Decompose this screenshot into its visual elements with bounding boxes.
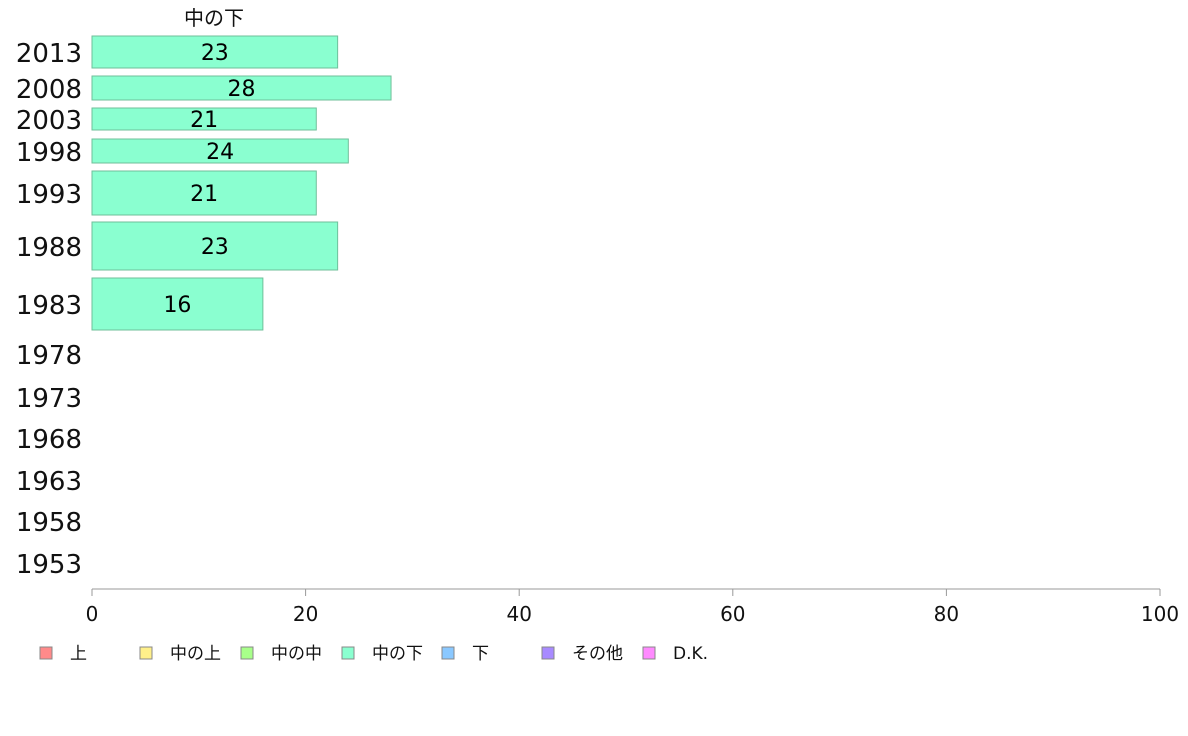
data-label-2008: 28	[228, 77, 256, 102]
legend-label-5: その他	[572, 644, 623, 664]
x-tick-label-40: 40	[506, 602, 531, 626]
x-tick-label-80: 80	[934, 602, 959, 626]
series-title: 中の下	[184, 6, 244, 30]
x-tick-label-20: 20	[293, 602, 318, 626]
legend-label-3: 中の下	[372, 644, 423, 664]
x-tick-label-60: 60	[720, 602, 745, 626]
data-label-1988: 23	[201, 235, 229, 260]
bar-1983	[91, 277, 264, 331]
y-tick-label-1988: 1988	[16, 233, 82, 263]
bar-2003	[91, 107, 317, 131]
x-tick-label-100: 100	[1141, 602, 1179, 626]
y-tick-label-1963: 1963	[16, 467, 82, 497]
y-tick-label-1983: 1983	[16, 291, 82, 321]
legend-label-4: 下	[472, 644, 489, 664]
legend-swatch-5	[541, 646, 555, 660]
legend-swatch-6	[642, 646, 656, 660]
y-tick-label-2003: 2003	[16, 106, 82, 136]
bar-1988	[91, 221, 339, 271]
y-tick-label-2013: 2013	[16, 39, 82, 69]
legend-swatch-1	[139, 646, 153, 660]
legend-swatch-4	[441, 646, 455, 660]
y-tick-label-1973: 1973	[16, 384, 82, 414]
y-tick-label-1998: 1998	[16, 138, 82, 168]
legend-label-6: D.K.	[673, 644, 708, 664]
legend-swatch-2	[240, 646, 254, 660]
y-tick-label-1958: 1958	[16, 508, 82, 538]
data-label-2013: 23	[201, 41, 229, 66]
legend-swatch-3	[341, 646, 355, 660]
data-label-1993: 21	[190, 182, 218, 207]
bar-2008	[91, 75, 392, 101]
y-tick-label-1968: 1968	[16, 425, 82, 455]
bar-2013	[91, 35, 339, 69]
legend-swatch-0	[39, 646, 53, 660]
y-tick-label-1993: 1993	[16, 180, 82, 210]
y-tick-label-1978: 1978	[16, 341, 82, 371]
bar-1993	[91, 170, 317, 216]
data-label-1998: 24	[206, 140, 234, 165]
legend-label-2: 中の中	[271, 644, 322, 664]
data-label-1983: 16	[163, 293, 191, 318]
x-tick-label-0: 0	[86, 602, 99, 626]
data-label-2003: 21	[190, 108, 218, 133]
legend-label-1: 中の上	[170, 644, 221, 664]
legend-label-0: 上	[70, 644, 87, 664]
y-tick-label-2008: 2008	[16, 75, 82, 105]
bar-1998	[91, 138, 349, 164]
y-tick-label-1953: 1953	[16, 550, 82, 580]
